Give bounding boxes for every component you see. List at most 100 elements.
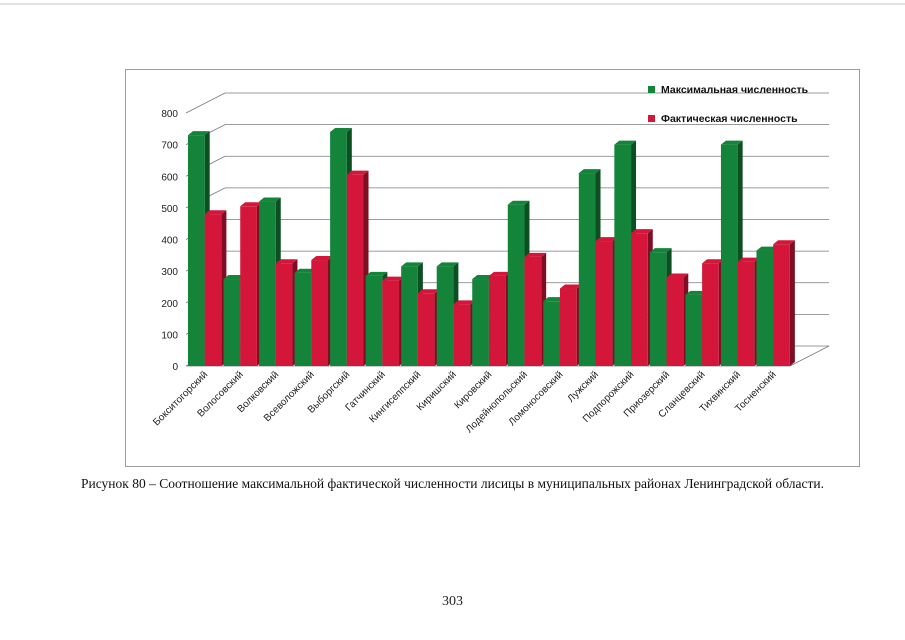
bar-actual bbox=[382, 276, 405, 366]
y-tick-label: 0 bbox=[172, 362, 178, 373]
bar-front bbox=[614, 144, 632, 366]
bar-actual bbox=[417, 289, 440, 366]
bar-front bbox=[720, 144, 738, 366]
bar-front bbox=[702, 263, 719, 366]
x-tick-label: Бокситогорский bbox=[151, 369, 210, 428]
bar-front bbox=[204, 214, 222, 366]
bar-front bbox=[595, 241, 613, 366]
bar-side bbox=[789, 240, 795, 366]
bar-actual bbox=[240, 202, 262, 366]
bar-front bbox=[543, 301, 560, 366]
bar-top bbox=[720, 140, 743, 145]
bar-top bbox=[188, 131, 210, 136]
bar-top bbox=[311, 256, 333, 261]
bar-front bbox=[773, 244, 790, 366]
bar-top bbox=[294, 268, 317, 273]
bar-top bbox=[365, 271, 388, 276]
bars bbox=[188, 127, 795, 366]
bar-top bbox=[631, 229, 653, 234]
bar-actual bbox=[666, 273, 689, 366]
bar-top bbox=[649, 248, 672, 253]
bar-top bbox=[614, 140, 637, 145]
legend-label: Максимальная численность bbox=[661, 84, 809, 96]
bar-top bbox=[453, 300, 476, 305]
bar-front bbox=[524, 256, 542, 366]
figure-caption: Рисунок 80 – Соотношение максимальной фа… bbox=[81, 476, 824, 491]
bar-top bbox=[472, 275, 494, 280]
bar-front bbox=[436, 266, 454, 366]
bar-top bbox=[346, 170, 369, 175]
bar-chart: 0 100 200 300 400 500 600 700 800 БокситогорскийВ… bbox=[151, 84, 830, 436]
x-tick-label: Лужский bbox=[566, 369, 601, 404]
bar-top bbox=[417, 289, 440, 294]
bar-actual bbox=[595, 237, 618, 366]
bar-top bbox=[382, 276, 405, 281]
bar-actual bbox=[275, 259, 298, 366]
bar-top bbox=[204, 210, 227, 215]
y-tick-label: 800 bbox=[161, 109, 178, 120]
page-number: 303 bbox=[442, 594, 463, 609]
bar-actual bbox=[559, 284, 582, 366]
bar-top bbox=[401, 262, 423, 267]
page-top-edge bbox=[0, 3, 905, 5]
bar-top bbox=[524, 252, 547, 257]
bar-top bbox=[702, 259, 724, 264]
chart-frame: 0 100 200 300 400 500 600 700 800 Бокситогорский В… bbox=[125, 69, 860, 467]
bar-front bbox=[365, 275, 383, 366]
bar-front bbox=[631, 233, 648, 366]
y-tick-label: 300 bbox=[161, 267, 178, 278]
bar-actual bbox=[346, 170, 369, 366]
bar-actual bbox=[702, 259, 724, 366]
bar-front bbox=[294, 272, 312, 366]
bar-front bbox=[330, 131, 347, 366]
bar-front bbox=[223, 279, 241, 366]
bar-front bbox=[488, 275, 506, 366]
y-tick-label: 600 bbox=[161, 172, 178, 183]
bar-front bbox=[737, 261, 755, 366]
bar-front bbox=[382, 280, 400, 366]
bar-front bbox=[756, 250, 774, 366]
bar-top bbox=[330, 127, 352, 132]
bar-top bbox=[543, 297, 565, 302]
bar-top bbox=[685, 290, 708, 295]
y-tick-label: 400 bbox=[161, 236, 178, 247]
bar-front bbox=[240, 206, 257, 366]
bar-top bbox=[436, 262, 459, 267]
bar-front bbox=[188, 135, 205, 366]
bar-front bbox=[685, 294, 703, 366]
bar-front bbox=[666, 277, 684, 366]
bar-actual bbox=[204, 210, 227, 366]
gridline-diagonal bbox=[185, 92, 226, 114]
bar-top bbox=[223, 275, 246, 280]
legend: Максимальная численность Фактическая числ… bbox=[648, 84, 809, 125]
x-axis-labels: БокситогорскийВолосовскийВолковскийВсево… bbox=[151, 369, 778, 436]
bar-top bbox=[737, 257, 760, 262]
bar-front bbox=[346, 174, 364, 366]
bar-front bbox=[453, 304, 471, 366]
bar-front bbox=[259, 201, 276, 366]
bar-front bbox=[311, 260, 328, 366]
bar-front bbox=[578, 173, 596, 366]
y-tick-label: 100 bbox=[161, 330, 178, 341]
y-axis-labels: 0 100 200 300 400 500 600 700 800 bbox=[161, 109, 178, 373]
bar-front bbox=[417, 293, 435, 366]
y-tick-label: 200 bbox=[161, 299, 178, 310]
bar-top bbox=[595, 237, 618, 242]
legend-swatch bbox=[648, 86, 655, 93]
bar-actual bbox=[311, 256, 333, 366]
bar-top bbox=[507, 200, 530, 205]
bar-top bbox=[240, 202, 262, 207]
y-tick-label: 700 bbox=[161, 141, 178, 152]
bar-front bbox=[472, 279, 489, 366]
legend-swatch bbox=[648, 115, 655, 122]
bar-actual bbox=[453, 300, 476, 366]
bar-front bbox=[507, 204, 525, 366]
bar-front bbox=[401, 266, 418, 366]
x-tick-label: Лодейнопольский bbox=[464, 369, 530, 435]
bar-top bbox=[559, 284, 582, 289]
bar-front bbox=[275, 263, 293, 366]
bar-top bbox=[773, 240, 795, 245]
legend-label: Фактическая численность bbox=[661, 113, 798, 125]
bar-actual bbox=[631, 229, 653, 366]
bar-actual bbox=[773, 240, 795, 366]
